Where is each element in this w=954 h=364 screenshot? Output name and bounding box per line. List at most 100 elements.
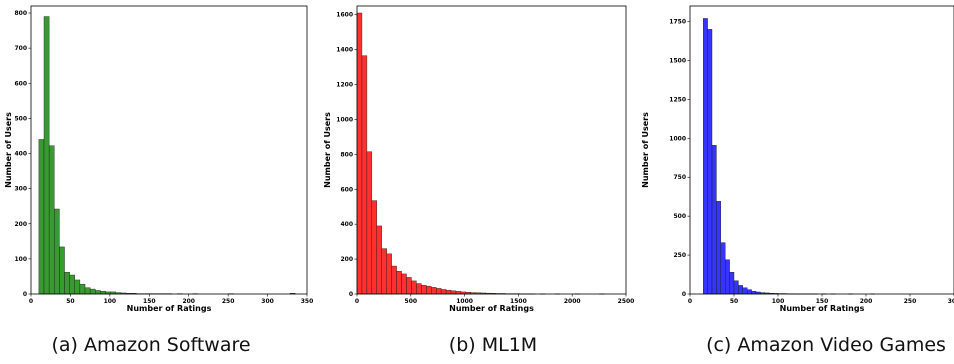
- histogram-amazon-software: 0 50 100 150 200 250 300 350 0 100 200 300 400 500 600…: [4, 5, 314, 313]
- bar-3: [371, 200, 377, 295]
- x-tick-label: 1000: [456, 298, 473, 305]
- y-tick-label: 200: [340, 256, 353, 263]
- y-axis-label: Number of Users: [4, 112, 13, 188]
- y-tick-label: 500: [673, 213, 686, 220]
- x-axis-label: Number of Ratings: [127, 304, 212, 313]
- histogram-ml1m: 0 500 1000 1500 2000 2500 0 200 400 600 800 1000 120…: [323, 5, 635, 313]
- bar-12: [416, 283, 422, 295]
- plot-frame: [30, 5, 308, 295]
- bar-1: [43, 16, 50, 295]
- bar-6: [69, 274, 75, 295]
- bar-5: [381, 248, 387, 295]
- y-tick-label: 100: [14, 256, 27, 263]
- histogram-panel-c: 0 50 100 150 200 250 300 0 250 500 750 1000 1250 1500…: [636, 0, 954, 364]
- bar-7: [74, 279, 81, 295]
- bar-4: [720, 242, 726, 295]
- y-axis-label: Number of Users: [323, 112, 332, 188]
- bar-18: [445, 289, 452, 295]
- x-tick-label: 2500: [618, 298, 635, 305]
- bar-3: [54, 208, 60, 295]
- bar-0: [356, 12, 363, 295]
- histogram-panel-b: 0 500 1000 1500 2000 2500 0 200 400 600 800 1000 120…: [318, 0, 636, 364]
- bar-4: [59, 246, 65, 295]
- y-tick-label: 400: [340, 221, 353, 228]
- y-tick-label: 1750: [669, 19, 686, 26]
- x-tick-label: 300: [261, 298, 274, 305]
- x-tick-label: 2000: [564, 298, 581, 305]
- plot-frame: [356, 5, 627, 295]
- y-tick-label: 0: [682, 291, 686, 298]
- x-tick-label: 0: [29, 298, 33, 305]
- x-tick-label: 200: [860, 298, 873, 305]
- bar-6: [386, 253, 392, 295]
- y-tick-label: 0: [349, 291, 353, 298]
- bar-10: [406, 277, 412, 295]
- x-tick-label: 50: [66, 298, 74, 305]
- bar-19: [450, 290, 457, 295]
- x-axis-label: Number of Ratings: [449, 304, 534, 313]
- caption-amazon-video-games: (c) Amazon Video Games: [706, 334, 946, 356]
- bar-5: [64, 272, 70, 295]
- y-tick-label: 200: [14, 221, 27, 228]
- x-tick-label: 150: [816, 298, 829, 305]
- bar-10: [746, 289, 752, 295]
- x-tick-label: 50: [730, 298, 738, 305]
- bar-0: [702, 18, 708, 295]
- bar-8: [79, 283, 86, 295]
- bar-4: [376, 225, 382, 295]
- histogram-amazon-video-games: 0 50 100 150 200 250 300 0 250 500 750 1000 1250 1500…: [641, 5, 954, 313]
- x-tick-label: 0: [355, 298, 359, 305]
- bar-15: [431, 287, 437, 295]
- x-tick-label: 100: [104, 298, 117, 305]
- y-tick-label: 1000: [669, 135, 686, 142]
- y-tick-label: 1000: [336, 116, 353, 123]
- y-tick-label: 1500: [669, 57, 686, 64]
- bar-9: [401, 273, 407, 295]
- x-tick-label: 250: [222, 298, 235, 305]
- y-tick-label: 1250: [669, 96, 686, 103]
- y-tick-label: 400: [14, 151, 27, 158]
- x-tick-label: 250: [904, 298, 917, 305]
- x-axis-label: Number of Ratings: [780, 304, 865, 313]
- y-axis-label: Number of Users: [641, 112, 650, 188]
- bar-1: [707, 29, 713, 295]
- bar-11: [411, 280, 417, 295]
- y-tick-label: 750: [673, 174, 686, 181]
- y-tick-label: 1600: [336, 12, 353, 19]
- bar-14: [426, 285, 432, 295]
- y-tick-label: 700: [14, 45, 27, 52]
- bar-8: [738, 285, 744, 295]
- bar-17: [440, 289, 447, 295]
- bar-9: [742, 287, 748, 295]
- bar-0: [38, 139, 45, 295]
- bar-2: [711, 145, 717, 295]
- x-tick-label: 0: [688, 298, 692, 305]
- bar-3: [716, 201, 722, 295]
- bar-16: [435, 288, 442, 295]
- histogram-panel-a: 0 50 100 150 200 250 300 350 0 100 200 300 400 500 600…: [0, 0, 318, 364]
- x-tick-label: 350: [301, 298, 314, 305]
- y-tick-label: 800: [14, 10, 27, 17]
- bar-7: [391, 265, 397, 295]
- bar-9: [84, 287, 91, 295]
- bar-7: [733, 280, 739, 295]
- bar-12: [100, 290, 106, 295]
- y-tick-label: 600: [14, 80, 27, 87]
- x-tick-label: 500: [405, 298, 418, 305]
- bar-11: [95, 290, 101, 295]
- bar-8: [396, 271, 402, 295]
- x-tick-label: 300: [948, 298, 954, 305]
- bar-2: [48, 145, 55, 295]
- x-tick-label: 200: [182, 298, 195, 305]
- y-tick-label: 1200: [336, 82, 353, 89]
- x-tick-label: 150: [143, 298, 156, 305]
- y-tick-label: 600: [340, 186, 353, 193]
- plot-frame: [689, 5, 954, 295]
- bar-10: [89, 288, 96, 295]
- x-tick-label: 1500: [510, 298, 527, 305]
- x-tick-label: 100: [772, 298, 785, 305]
- y-tick-label: 300: [14, 186, 27, 193]
- bar-11: [751, 290, 757, 295]
- y-tick-label: 250: [673, 252, 686, 259]
- bar-13: [421, 285, 427, 295]
